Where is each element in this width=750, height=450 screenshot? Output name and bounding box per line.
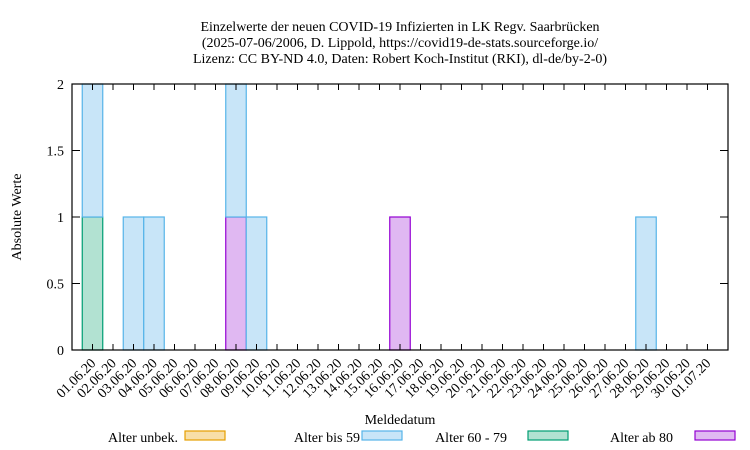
title-line: Lizenz: CC BY-ND 4.0, Daten: Robert Koch…: [193, 52, 607, 67]
legend-label: Alter unbek.: [108, 431, 178, 446]
bar: [143, 216, 165, 351]
legend-swatch: [184, 430, 226, 441]
y-tick-label: 0: [57, 344, 64, 359]
legend-label: Alter 60 - 79: [435, 431, 507, 446]
y-tick-label: 0.5: [47, 278, 65, 293]
bar: [81, 83, 104, 218]
bar: [122, 216, 145, 351]
bars: [81, 83, 657, 351]
bar: [635, 216, 657, 351]
legend: Alter unbek. Alter bis 59 Alter 60 - 79 Alt…: [108, 430, 736, 446]
legend-swatch: [694, 430, 736, 441]
y-tick-label: 2: [57, 78, 64, 93]
y-axis-label: Absolute Werte: [10, 174, 25, 261]
legend-label: Alter ab 80: [610, 431, 673, 446]
legend-swatch: [527, 430, 569, 441]
y-axis: 0 0.5 1 1.5 2: [47, 78, 728, 359]
bar: [225, 83, 247, 218]
chart-title: Einzelwerte der neuen COVID-19 Infiziert…: [193, 20, 607, 67]
title-line: Einzelwerte der neuen COVID-19 Infiziert…: [200, 20, 599, 35]
title-line: (2025-07-06/2006, D. Lippold, https://co…: [202, 36, 598, 51]
legend-swatch: [361, 430, 403, 441]
bar: [245, 216, 268, 351]
bar: [389, 216, 411, 351]
bar: [81, 216, 104, 351]
y-tick-label: 1.5: [47, 145, 65, 160]
legend-label: Alter bis 59: [294, 431, 360, 446]
bar: [225, 216, 247, 351]
y-tick-label: 1: [57, 211, 64, 226]
x-axis-label: Meldedatum: [365, 413, 436, 428]
